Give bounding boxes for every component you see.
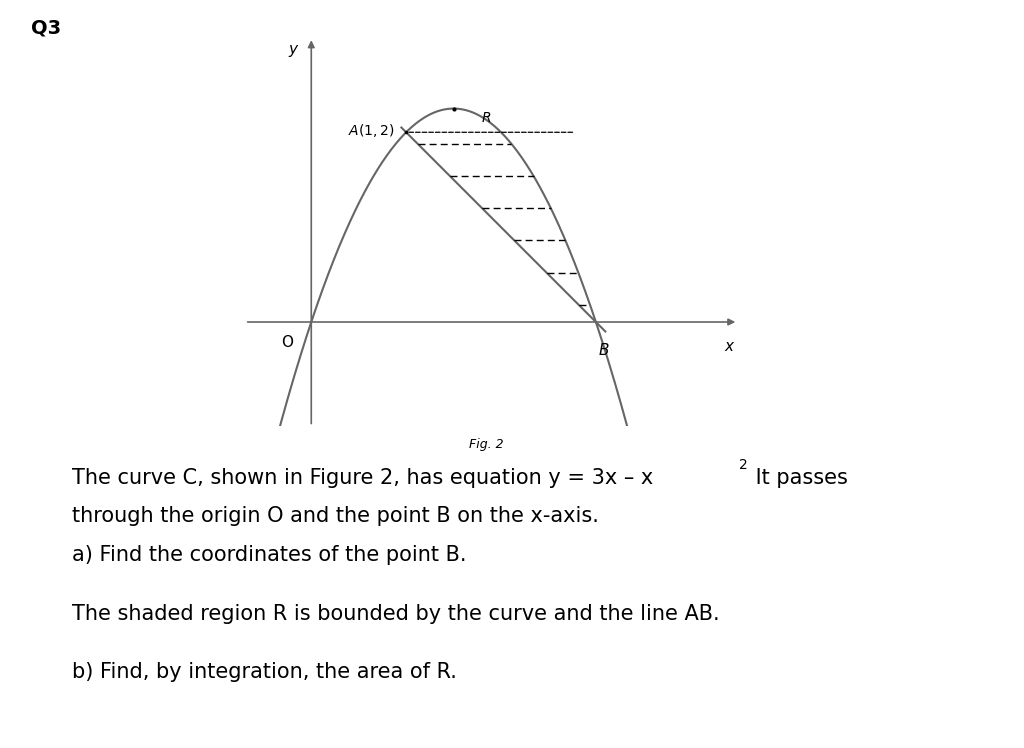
Text: y: y <box>288 42 297 57</box>
Text: B: B <box>598 343 608 358</box>
Text: through the origin O and the point B on the x-axis.: through the origin O and the point B on … <box>72 506 599 527</box>
Text: It passes: It passes <box>749 468 848 488</box>
Text: Fig. 2: Fig. 2 <box>469 438 504 450</box>
Text: Q3: Q3 <box>31 19 60 37</box>
Text: The curve C, shown in Figure 2, has equation y = 3x – x: The curve C, shown in Figure 2, has equa… <box>72 468 653 488</box>
Text: The shaded region R is bounded by the curve and the line AB.: The shaded region R is bounded by the cu… <box>72 604 719 624</box>
Text: $A(1, 2)$: $A(1, 2)$ <box>348 122 395 139</box>
Text: x: x <box>724 339 733 354</box>
Text: b) Find, by integration, the area of R.: b) Find, by integration, the area of R. <box>72 662 457 682</box>
Text: a) Find the coordinates of the point B.: a) Find the coordinates of the point B. <box>72 545 466 565</box>
Text: 2: 2 <box>739 458 749 472</box>
Text: R: R <box>482 111 492 125</box>
Text: O: O <box>282 335 294 350</box>
